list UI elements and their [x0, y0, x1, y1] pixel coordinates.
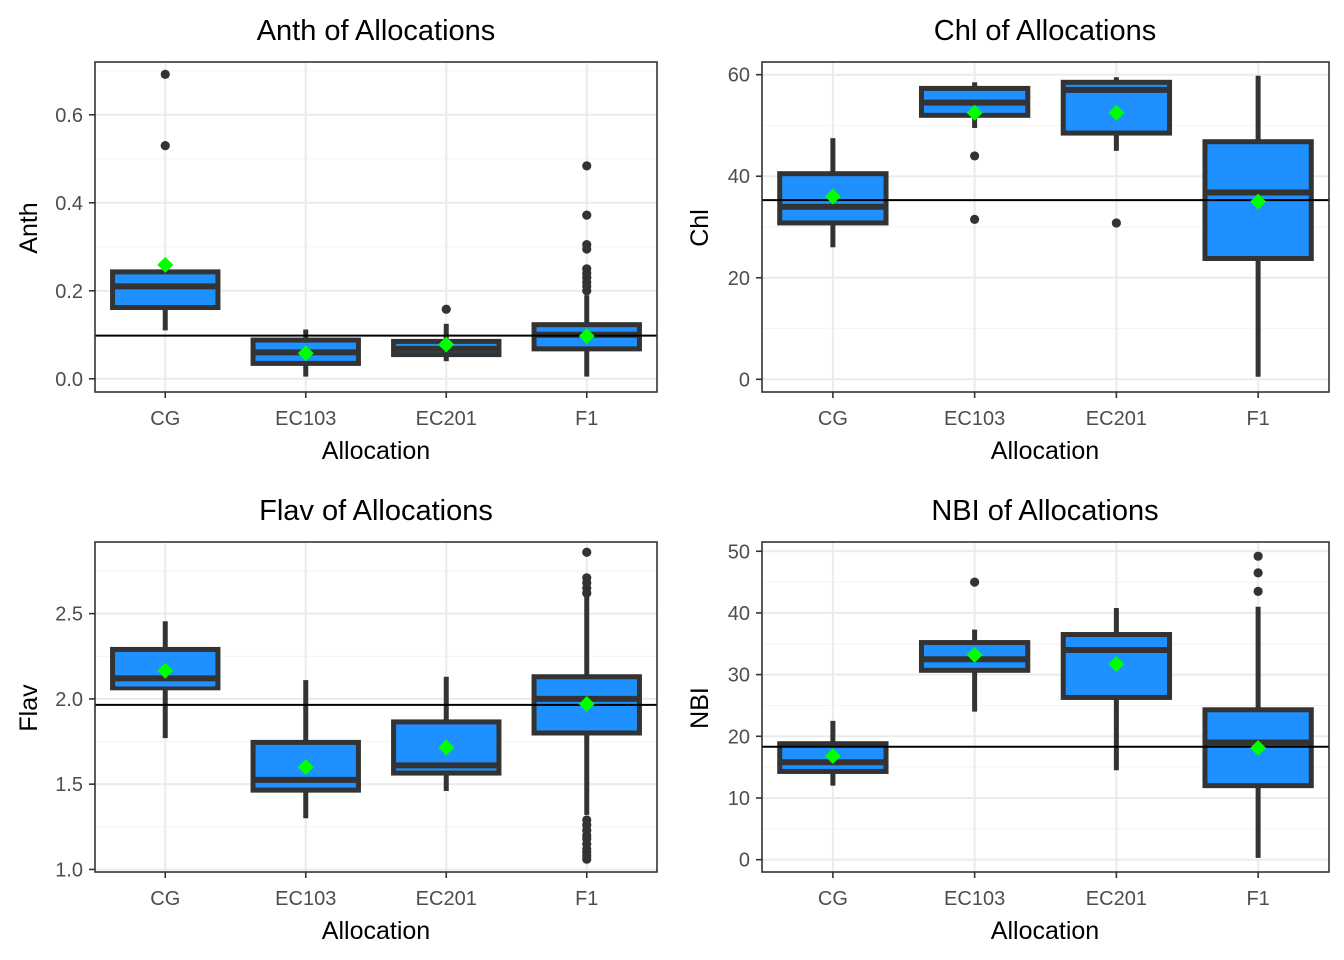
y-axis-label: Chl [686, 209, 714, 247]
outlier-point [1111, 218, 1121, 228]
y-tick-label: 40 [728, 166, 750, 188]
outlier-point [582, 547, 592, 557]
x-tick-label: EC103 [275, 888, 336, 910]
x-tick-label: F1 [575, 408, 598, 430]
mean-marker-ec201 [1108, 104, 1125, 121]
x-tick-label: CG [150, 888, 180, 910]
mean-marker-ec201 [1108, 656, 1125, 673]
x-axis-label: Allocation [322, 437, 430, 465]
box-body [110, 269, 221, 311]
x-tick-label: EC103 [944, 888, 1005, 910]
x-tick-label: CG [818, 408, 848, 430]
outlier-point [582, 815, 592, 825]
outlier-point [1253, 586, 1263, 596]
panel-border [94, 541, 658, 873]
x-axis-label: Allocation [991, 917, 1099, 945]
chart-panel-nbi: NBI of Allocations Allocation NBI 0 10 20 3… [686, 495, 1330, 945]
boxplot-ec201 [1060, 77, 1173, 228]
mean-marker-f1 [1250, 193, 1267, 210]
mean-marker-f1 [578, 696, 595, 713]
outlier-point [582, 573, 592, 583]
y-axis-label: Anth [15, 202, 43, 253]
x-tick-label: CG [818, 888, 848, 910]
mean-marker-ec201 [438, 336, 455, 353]
outlier-point [582, 210, 592, 220]
panel-background [762, 542, 1329, 872]
y-tick-label: 2.0 [55, 689, 83, 711]
mean-marker-ec103 [966, 646, 983, 663]
y-tick-label: 20 [728, 268, 750, 290]
mean-marker-cg [157, 662, 174, 679]
x-axis-label: Allocation [991, 437, 1099, 465]
x-tick-label: EC201 [416, 888, 477, 910]
outlier-point [1253, 551, 1263, 561]
chart-title: Chl of Allocations [934, 15, 1156, 47]
boxplot-cg [110, 621, 221, 739]
y-tick-label: 50 [728, 541, 750, 563]
chart-title: Anth of Allocations [257, 15, 496, 47]
plot-area-anth: 0.0 0.2 0.4 0.6 CG EC103 EC201 F1 [55, 61, 658, 430]
panel-border [761, 61, 1330, 393]
boxplot-cg [110, 69, 221, 331]
mean-marker-cg [157, 256, 174, 273]
panel-border [94, 61, 658, 393]
plot-area-flav: 1.0 1.5 2.0 2.5 CG EC103 EC201 F1 [55, 541, 658, 910]
outlier-point [160, 69, 170, 79]
plot-area-nbi: 0 10 20 30 40 50 CG EC103 EC201 F1 [728, 541, 1330, 910]
mean-marker-ec201 [438, 739, 455, 756]
chart-title: NBI of Allocations [931, 495, 1158, 527]
y-tick-label: 40 [728, 603, 750, 625]
y-tick-label: 0.0 [55, 369, 83, 391]
outlier-point [970, 214, 980, 224]
outlier-point [160, 141, 170, 151]
x-tick-label: F1 [1246, 888, 1269, 910]
outlier-point [1253, 568, 1263, 578]
x-tick-label: EC103 [944, 408, 1005, 430]
y-tick-label: 0.2 [55, 281, 83, 303]
x-tick-label: F1 [1246, 408, 1269, 430]
outlier-point [970, 151, 980, 161]
x-tick-label: EC201 [1086, 408, 1147, 430]
mean-marker-ec103 [966, 104, 983, 121]
x-axis-label: Allocation [322, 917, 430, 945]
y-tick-label: 0 [739, 369, 750, 391]
boxplot-ec103 [250, 680, 361, 819]
mean-marker-f1 [578, 328, 595, 345]
mean-marker-f1 [1250, 740, 1267, 757]
outlier-point [582, 240, 592, 250]
y-tick-label: 10 [728, 788, 750, 810]
y-tick-label: 0.4 [55, 193, 83, 215]
y-tick-label: 20 [728, 726, 750, 748]
mean-marker-cg [824, 748, 841, 765]
x-tick-label: EC201 [416, 408, 477, 430]
outlier-point [441, 304, 451, 314]
chart-title: Flav of Allocations [259, 495, 493, 527]
y-tick-label: 0.6 [55, 105, 83, 127]
panel-border [761, 541, 1330, 873]
y-tick-label: 2.5 [55, 604, 83, 626]
y-tick-label: 1.5 [55, 774, 83, 796]
y-tick-label: 0 [739, 850, 750, 872]
y-tick-label: 30 [728, 665, 750, 687]
mean-marker-ec103 [297, 345, 314, 362]
x-tick-label: EC201 [1086, 888, 1147, 910]
y-tick-label: 60 [728, 65, 750, 87]
y-tick-label: 1.0 [55, 859, 83, 881]
chart-panel-chl: Chl of Allocations Allocation Chl 0 20 40 6… [686, 15, 1330, 465]
x-tick-label: EC103 [275, 408, 336, 430]
box-body [777, 171, 889, 226]
plot-area-chl: 0 20 40 60 CG EC103 EC201 F1 [728, 61, 1330, 430]
mean-marker-cg [824, 188, 841, 205]
x-tick-label: F1 [575, 888, 598, 910]
chart-panel-anth: Anth of Allocations Allocation Anth 0.00… [15, 15, 658, 465]
outlier-point [582, 161, 592, 171]
x-tick-label: CG [150, 408, 180, 430]
chart-panel-flav: Flav of Allocations Allocation Flav 1.01… [15, 495, 658, 945]
y-axis-label: Flav [15, 684, 43, 732]
outlier-point [970, 577, 980, 587]
outlier-point [582, 264, 592, 274]
mean-marker-ec103 [297, 759, 314, 776]
y-axis-label: NBI [686, 687, 714, 729]
